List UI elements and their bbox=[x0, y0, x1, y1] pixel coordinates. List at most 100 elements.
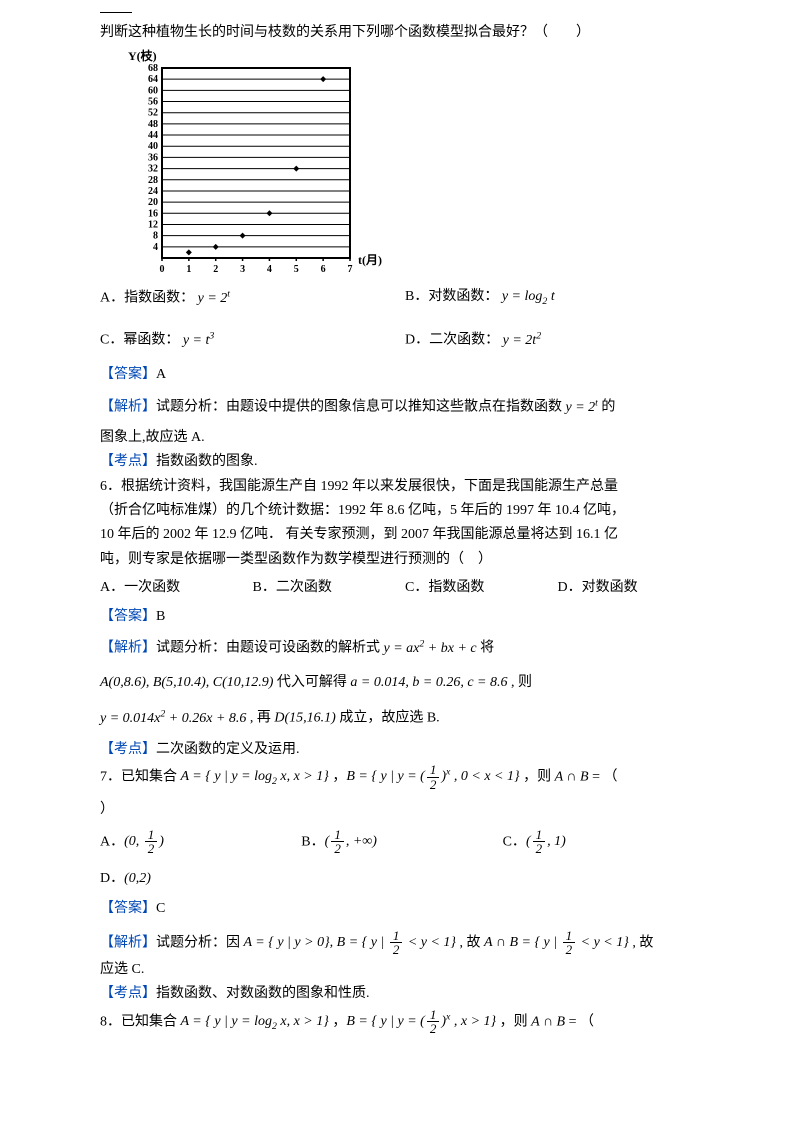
q6-analysis-line1: 【解析】试题分析：由题设可设函数的解析式 y = ax2 + bx + c 将 bbox=[100, 636, 710, 660]
svg-text:1: 1 bbox=[186, 264, 191, 275]
q7-optA-pre: A． bbox=[100, 834, 124, 849]
point-label: 【考点】 bbox=[100, 454, 156, 469]
answer-label: 【答案】 bbox=[100, 367, 156, 382]
answer-label: 【答案】 bbox=[100, 901, 156, 916]
q6-d-math: D(15,16.1) bbox=[274, 711, 335, 726]
svg-text:28: 28 bbox=[148, 175, 158, 186]
q6-answer-value: B bbox=[156, 609, 165, 624]
q7-analysis-text2: , 故 bbox=[456, 935, 484, 950]
q6-result-math: y = 0.014x2 + 0.26x + 8.6 bbox=[100, 711, 246, 726]
q7-analysis-text1: 试题分析：因 bbox=[156, 935, 244, 950]
point-label: 【考点】 bbox=[100, 742, 156, 757]
q5-options-row2: C．幂函数： y = t3 D．二次函数： y = 2t2 bbox=[100, 328, 710, 352]
q6-options: A．一次函数 B．二次函数 C．指数函数 D．对数函数 bbox=[100, 577, 710, 599]
q5-optC-label: C．幂函数： bbox=[100, 333, 179, 348]
svg-text:56: 56 bbox=[148, 97, 158, 108]
q5-option-d: D．二次函数： y = 2t2 bbox=[405, 328, 710, 352]
q8-prompt-c: ，则 bbox=[496, 1014, 531, 1029]
q7-a-math: A = { y | y > 0}, B = { y | 12 < y < 1} bbox=[244, 935, 457, 950]
q5-analysis-line2: 图象上,故应选 A. bbox=[100, 427, 710, 449]
svg-text:24: 24 bbox=[148, 186, 158, 197]
q6-prompt3: 10 年后的 2002 年 12.9 亿吨． 有关专家预测，到 2007 年我国… bbox=[100, 524, 710, 546]
q6-analysis-text3: 代入可解得 bbox=[273, 675, 350, 690]
q6-option-c: C．指数函数 bbox=[405, 577, 558, 599]
svg-text:12: 12 bbox=[148, 220, 158, 231]
svg-text:52: 52 bbox=[148, 108, 158, 119]
q7-inter: A ∩ B bbox=[555, 769, 589, 784]
q5-optD-label: D．二次函数： bbox=[405, 333, 499, 348]
svg-text:7: 7 bbox=[348, 264, 353, 275]
svg-text:4: 4 bbox=[153, 242, 158, 253]
svg-text:2: 2 bbox=[213, 264, 218, 275]
q7-analysis-line2: 应选 C. bbox=[100, 959, 710, 981]
q7-prompt-c: ，则 bbox=[520, 769, 555, 784]
q8-prompt-a: 8．已知集合 bbox=[100, 1014, 181, 1029]
q6-analysis-text6: 成立，故应选 B. bbox=[336, 711, 440, 726]
q7-optA-val: (0, 12) bbox=[124, 834, 164, 849]
q5-point-text: 指数函数的图象. bbox=[156, 454, 258, 469]
q7-option-a: A．(0, 12) bbox=[100, 828, 301, 856]
svg-text:3: 3 bbox=[240, 264, 245, 275]
q8-prompt-b: ， bbox=[329, 1014, 347, 1029]
svg-text:68: 68 bbox=[148, 63, 158, 74]
q6-analysis-text2: 将 bbox=[477, 641, 495, 656]
svg-text:40: 40 bbox=[148, 142, 158, 153]
q7-setA: A = { y | y = log2 x, x > 1} bbox=[181, 769, 329, 784]
q5-option-c: C．幂函数： y = t3 bbox=[100, 328, 405, 352]
q6-option-b: B．二次函数 bbox=[253, 577, 406, 599]
q7-analysis-line1: 【解析】试题分析：因 A = { y | y > 0}, B = { y | 1… bbox=[100, 929, 710, 957]
q6-answer: 【答案】B bbox=[100, 606, 710, 628]
answer-label: 【答案】 bbox=[100, 609, 156, 624]
q6-prompt2: （折合亿吨标准煤）的几个统计数据：1992 年 8.6 亿吨，5 年后的 199… bbox=[100, 500, 710, 522]
svg-text:Y(枝): Y(枝) bbox=[128, 48, 157, 63]
svg-text:16: 16 bbox=[148, 209, 158, 220]
analysis-label: 【解析】 bbox=[100, 935, 156, 950]
svg-text:64: 64 bbox=[148, 75, 158, 86]
q7-optD-val: (0,2) bbox=[124, 871, 151, 886]
svg-text:48: 48 bbox=[148, 119, 158, 130]
q7-option-d: D．(0,2) bbox=[100, 868, 710, 890]
q7-optB-val: (12, +∞) bbox=[325, 834, 377, 849]
svg-text:8: 8 bbox=[153, 231, 158, 242]
q5-option-b: B．对数函数： y = log2 t bbox=[405, 286, 710, 310]
q7-prompt-end: ） bbox=[100, 799, 710, 821]
q6-points-math: A(0,8.6), B(5,10.4), C(10,12.9) bbox=[100, 675, 273, 690]
q6-point: 【考点】二次函数的定义及运用. bbox=[100, 739, 710, 761]
q6-prompt1: 6．根据统计资料，我国能源生产自 1992 年以来发展很快，下面是我国能源生产总… bbox=[100, 476, 710, 498]
q6-analysis-line2: A(0,8.6), B(5,10.4), C(10,12.9) 代入可解得 a … bbox=[100, 672, 710, 694]
q8-setB: B = { y | y = (12)x , x > 1} bbox=[346, 1014, 496, 1029]
q5-option-a: A．指数函数： y = 2t bbox=[100, 286, 405, 310]
q6-coeffs-math: a = 0.014, b = 0.26, c = 8.6 bbox=[350, 675, 507, 690]
q5-optA-label: A．指数函数： bbox=[100, 291, 194, 306]
svg-text:4: 4 bbox=[267, 264, 272, 275]
q7-prompt-a: 7．已知集合 bbox=[100, 769, 181, 784]
q7-options-row1: A．(0, 12) B．(12, +∞) C．(12, 1) bbox=[100, 828, 710, 856]
q6-math1: y = ax2 + bx + c bbox=[384, 641, 477, 656]
q5-answer: 【答案】A bbox=[100, 364, 710, 386]
q7-optC-pre: C． bbox=[503, 834, 526, 849]
q7-ab-math: A ∩ B = { y | 12 < y < 1} bbox=[484, 935, 629, 950]
q7-analysis-text3: , 故 bbox=[629, 935, 654, 950]
q6-option-d: D．对数函数 bbox=[558, 577, 711, 599]
point-label: 【考点】 bbox=[100, 986, 156, 1001]
analysis-label: 【解析】 bbox=[100, 400, 156, 415]
analysis-label: 【解析】 bbox=[100, 641, 156, 656]
q7-point: 【考点】指数函数、对数函数的图象和性质. bbox=[100, 983, 710, 1005]
q8-prompt-d: = （ bbox=[565, 1014, 594, 1029]
q6-analysis-line3: y = 0.014x2 + 0.26x + 8.6 , 再 D(15,16.1)… bbox=[100, 706, 710, 730]
q7-option-b: B．(12, +∞) bbox=[301, 828, 502, 856]
svg-text:32: 32 bbox=[148, 164, 158, 175]
q6-point-text: 二次函数的定义及运用. bbox=[156, 742, 300, 757]
q7-option-c: C．(12, 1) bbox=[503, 828, 704, 856]
svg-text:20: 20 bbox=[148, 198, 158, 209]
q5-optB-label: B．对数函数： bbox=[405, 289, 498, 304]
q6-analysis-text4: , 则 bbox=[507, 675, 532, 690]
q7-setB: B = { y | y = (12)x , 0 < x < 1} bbox=[346, 769, 519, 784]
svg-text:36: 36 bbox=[148, 153, 158, 164]
q7-optB-pre: B． bbox=[301, 834, 324, 849]
q5-analysis-math1: y = 2t bbox=[566, 400, 598, 415]
svg-text:t(月): t(月) bbox=[358, 253, 382, 267]
q5-analysis-text1: 试题分析：由题设中提供的图象信息可以推知这些散点在指数函数 bbox=[156, 400, 566, 415]
q7-optC-val: (12, 1) bbox=[526, 834, 566, 849]
q7-answer: 【答案】C bbox=[100, 898, 710, 920]
